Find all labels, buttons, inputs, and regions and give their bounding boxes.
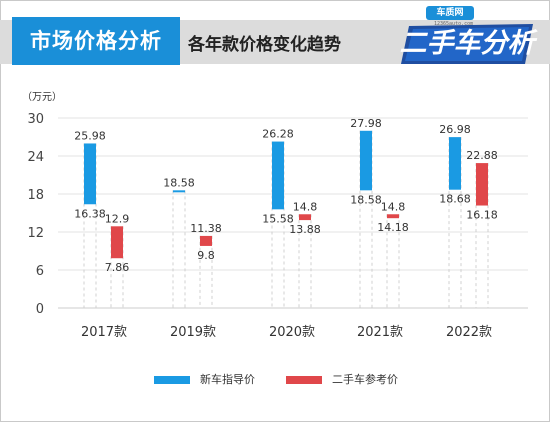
logo-badge: 二手车分析 — [397, 22, 537, 66]
data-label-high: 18.58 — [163, 176, 195, 189]
data-label-low: 18.68 — [439, 193, 471, 206]
data-label-high: 22.88 — [466, 149, 498, 162]
legend-swatch-used-car — [286, 376, 322, 384]
data-label-high: 25.98 — [74, 129, 106, 142]
bar-new-car — [173, 190, 185, 193]
data-label-high: 11.38 — [190, 222, 222, 235]
bar-new-car — [360, 130, 372, 191]
bar-layer — [84, 130, 488, 259]
data-label-low: 16.38 — [74, 207, 106, 220]
data-label-high: 26.98 — [439, 123, 471, 136]
bar-used-car — [476, 163, 488, 206]
x-tick-label: 2019款 — [170, 325, 216, 340]
bar-used-car — [111, 226, 123, 259]
chart-subtitle: 各年款价格变化趋势 — [188, 35, 341, 55]
logo-badge-shape — [401, 24, 533, 64]
data-label-low: 13.88 — [289, 223, 321, 236]
data-label-low: 18.58 — [350, 193, 382, 206]
y-axis-unit: （万元） — [22, 91, 62, 103]
legend-label-used-car: 二手车参考价 — [332, 373, 398, 386]
title-box: 市场价格分析 — [12, 17, 180, 65]
logo-tag: 车质网 — [426, 6, 474, 20]
y-tick-label: 24 — [27, 150, 44, 165]
page-title: 市场价格分析 — [30, 29, 162, 53]
legend-label-new-car: 新车指导价 — [200, 373, 255, 386]
data-label-high: 27.98 — [350, 117, 382, 130]
bar-used-car — [387, 214, 399, 219]
legend-swatch-new-car — [154, 376, 190, 384]
x-tick-label: 2021款 — [357, 325, 403, 340]
data-label-low: 16.18 — [466, 209, 498, 222]
bar-new-car — [449, 137, 461, 190]
bar-new-car — [272, 141, 284, 210]
grid-layer — [58, 117, 528, 309]
y-tick-label: 6 — [36, 264, 44, 279]
data-label-low: 9.8 — [197, 249, 215, 262]
x-tick-label: 2020款 — [269, 325, 315, 340]
data-label-low: 7.86 — [105, 261, 130, 274]
data-label-high: 26.28 — [262, 128, 294, 141]
bar-new-car — [84, 143, 96, 205]
x-tick-label: 2022款 — [446, 325, 492, 340]
data-label-low: 15.58 — [262, 212, 294, 225]
y-tick-label: 12 — [27, 226, 44, 241]
data-label-low: 14.18 — [377, 221, 409, 234]
y-tick-label: 0 — [36, 302, 44, 317]
data-label-high: 14.8 — [381, 200, 406, 213]
y-tick-label: 30 — [27, 112, 44, 127]
label-layer: 0 6 12 18 24 30 2017款 2019款 2020款 2021款 2022款 25.98… — [27, 112, 497, 340]
y-tick-label: 18 — [27, 188, 44, 203]
bar-used-car — [299, 214, 311, 221]
x-tick-label: 2017款 — [81, 325, 127, 340]
bar-used-car — [200, 235, 212, 246]
logo-subtext: 12365auto.com — [434, 21, 474, 27]
data-label-high: 12.9 — [105, 212, 130, 225]
data-label-high: 14.8 — [293, 200, 318, 213]
logo-text: 二手车分析 — [399, 28, 535, 59]
